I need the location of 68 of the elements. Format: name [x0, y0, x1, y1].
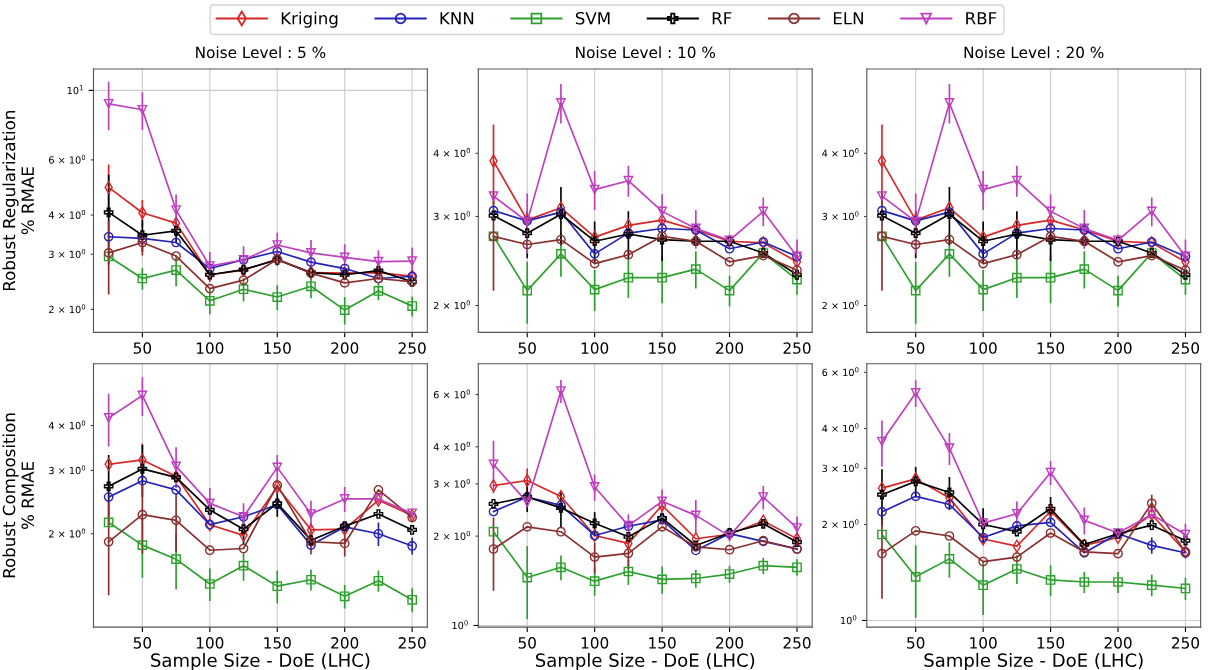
x-tick-label: 100	[581, 342, 609, 354]
y-tick-label: 2 × 10$^{0}$	[433, 530, 471, 540]
y-axis-title: Robust Composition % RMAE	[2, 413, 35, 578]
y-tick-label: 3 × 10$^{0}$	[822, 211, 859, 221]
y-tick-label: 3 × 10$^{0}$	[822, 463, 859, 473]
y-tick-label: 10$^{0}$	[841, 615, 857, 625]
x-tick-label: 100	[970, 637, 997, 649]
y-tick-label: 6 × 10$^{0}$	[433, 389, 471, 399]
y-tick-label: 3 × 10$^{0}$	[433, 211, 471, 221]
x-axis-title: Sample Size - DoE (LHC)	[151, 653, 370, 670]
x-tick-label: 250	[398, 637, 426, 649]
y-tick-label: 6 × 10$^{0}$	[49, 154, 86, 164]
x-tick-label: 100	[970, 342, 997, 354]
x-tick-label: 250	[1172, 637, 1200, 649]
y-tick-label: 3 × 10$^{0}$	[49, 465, 86, 475]
chart-title: Noise Level : 5 %	[196, 46, 326, 59]
legend-label: KNN	[440, 12, 474, 25]
chart-title: Noise Level : 10 %	[576, 46, 716, 59]
legend-label: ELN	[833, 12, 863, 25]
x-tick-label: 50	[133, 342, 152, 354]
x-tick-label: 200	[716, 637, 744, 649]
y-tick-label: 2 × 10$^{0}$	[49, 528, 86, 538]
y-tick-label: 10$^{0}$	[452, 620, 468, 630]
legend-label: RF	[712, 12, 732, 25]
x-tick-label: 250	[783, 342, 811, 354]
x-tick-label: 150	[649, 342, 676, 354]
x-tick-label: 250	[783, 637, 811, 649]
legend-label: SVM	[575, 11, 610, 25]
legend-label: RBF	[966, 12, 997, 25]
y-tick-label: 2 × 10$^{0}$	[822, 519, 859, 529]
y-tick-label: 2 × 10$^{0}$	[433, 300, 471, 310]
x-tick-label: 100	[196, 342, 224, 354]
y-tick-label: 4 × 10$^{0}$	[48, 209, 86, 219]
y-tick-label: 3 × 10$^{0}$	[49, 249, 86, 258]
x-tick-label: 50	[518, 637, 536, 649]
y-tick-label: 4 × 10$^{0}$	[48, 420, 86, 430]
x-tick-label: 100	[196, 637, 224, 649]
legend-label: Kriging	[281, 11, 338, 28]
x-tick-label: 150	[649, 637, 676, 649]
y-tick-label: 2 × 10$^{0}$	[822, 300, 859, 310]
x-tick-label: 250	[398, 342, 426, 354]
x-tick-label: 150	[1037, 342, 1065, 354]
y-tick-label: 2 × 10$^{0}$	[49, 304, 86, 314]
y-tick-label: 6 × 10$^{0}$	[822, 367, 859, 377]
chart-title: Noise Level : 20 %	[964, 46, 1104, 59]
x-tick-label: 200	[1104, 637, 1132, 649]
x-tick-label: 50	[133, 637, 152, 649]
y-tick-label: 4 × 10$^{0}$	[822, 148, 859, 158]
y-axis-title: Robust Regularization % RMAE	[2, 111, 35, 291]
x-tick-label: 200	[716, 342, 744, 354]
y-tick-label: 4 × 10$^{0}$	[433, 148, 471, 158]
x-tick-label: 100	[581, 637, 609, 649]
x-tick-label: 250	[1172, 342, 1200, 354]
x-tick-label: 200	[1104, 342, 1132, 354]
x-tick-label: 150	[264, 637, 291, 649]
x-tick-label: 200	[331, 342, 359, 354]
x-tick-label: 50	[518, 342, 536, 354]
x-tick-label: 200	[331, 637, 359, 649]
x-tick-label: 50	[907, 342, 925, 354]
x-tick-label: 50	[907, 637, 925, 649]
x-tick-label: 150	[1037, 637, 1065, 649]
y-tick-label: 10$^{1}$	[67, 85, 83, 95]
x-tick-label: 150	[264, 342, 291, 354]
y-tick-label: 3 × 10$^{0}$	[433, 478, 471, 488]
x-axis-title: Sample Size - DoE (LHC)	[535, 653, 755, 670]
x-axis-title: Sample Size - DoE (LHC)	[924, 653, 1143, 670]
y-tick-label: 4 × 10$^{0}$	[822, 423, 859, 433]
y-tick-label: 4 × 10$^{0}$	[433, 441, 471, 451]
